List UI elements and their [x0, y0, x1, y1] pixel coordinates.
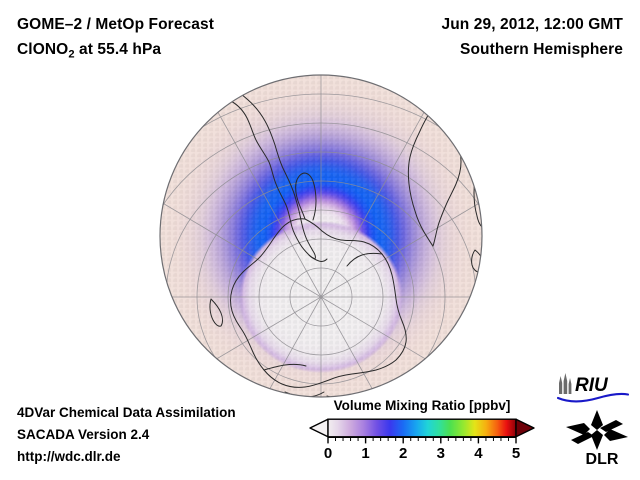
colorbar-tick-labels: 0 1 2 3 4 5: [308, 445, 536, 465]
colorbar-tick-3: 3: [436, 445, 445, 462]
south-pole-marker: [319, 295, 323, 299]
riu-swoosh-icon: [556, 392, 630, 403]
colorbar-tick-4: 4: [474, 445, 483, 462]
colorbar-tick-0: 0: [323, 445, 333, 462]
page-title: GOME–2 / MetOp Forecast: [17, 16, 214, 33]
globe-svg: [159, 74, 483, 398]
hemisphere-label: Southern Hemisphere: [460, 41, 623, 58]
species-level-label: ClONO2 at 55.4 hPa: [17, 41, 161, 61]
dlr-logo-svg: DLR: [566, 410, 628, 468]
colorbar-tick-1: 1: [361, 445, 370, 462]
globe-limb: [159, 74, 483, 398]
colorbar-tick-2: 2: [399, 445, 408, 462]
colorbar-title: Volume Mixing Ratio [ppbv]: [333, 398, 511, 413]
dlr-wordmark: DLR: [586, 451, 619, 468]
colorbar-over-arrow: [515, 418, 535, 438]
version-label: SACADA Version 2.4: [17, 427, 150, 442]
species-subscript: 2: [68, 48, 75, 61]
colorbar-major-ticks: [327, 437, 517, 444]
colorbar-svg: [309, 418, 535, 444]
colorbar-under-arrow: [309, 418, 329, 438]
graticule-meridians: [160, 75, 482, 397]
valid-time-label: Jun 29, 2012, 12:00 GMT: [441, 16, 623, 33]
method-label: 4DVar Chemical Data Assimilation: [17, 405, 236, 420]
riu-logo-svg: RIU: [556, 373, 630, 403]
dlr-mark-icon: [566, 410, 628, 450]
colorbar-minor-ticks: [335, 437, 509, 441]
dlr-logo: DLR: [566, 410, 632, 468]
colorbar-gradient: [327, 418, 517, 438]
website-url: http://wdc.dlr.de: [17, 449, 121, 464]
colorbar-tick-5: 5: [511, 445, 521, 462]
footer-credits: 4DVar Chemical Data Assimilation SACADA …: [17, 402, 236, 468]
colorbar: Volume Mixing Ratio [ppbv]: [308, 398, 536, 465]
pressure-level: at 55.4 hPa: [74, 41, 162, 58]
riu-wordmark: RIU: [575, 375, 609, 396]
species-name: ClONO: [17, 41, 69, 58]
riu-tower-icon: [559, 373, 572, 394]
riu-logo: RIU: [556, 372, 630, 406]
map-data-layer: [160, 75, 482, 397]
polar-orthographic-map: [159, 74, 483, 398]
